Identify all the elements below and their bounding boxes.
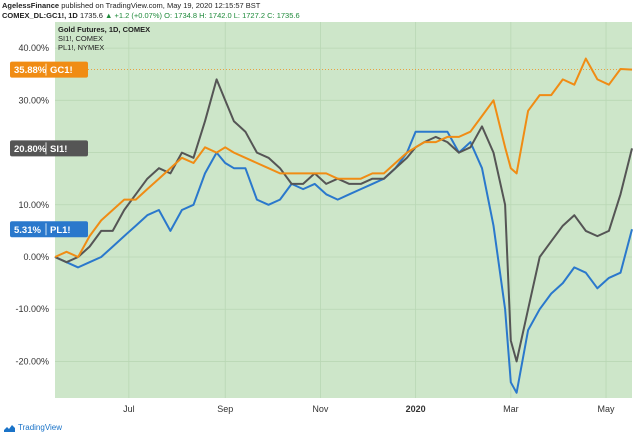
platinum-value-badge[interactable]: 5.31% PL1! [10,221,88,238]
legend-title: Gold Futures, 1D, COMEX [58,25,150,34]
y-tick-label: 30.00% [18,95,49,105]
x-tick-label: May [598,404,616,414]
tradingview-logo-icon [4,424,15,432]
publish-info: published on TradingView.com, May 19, 20… [61,1,261,10]
gold-value-badge[interactable]: 35.88% GC1! [10,61,88,78]
badge-percent: 35.88% [14,65,47,76]
legend-platinum: PL1!, NYMEX [58,43,104,52]
x-tick-label: Sep [217,404,233,414]
platinum-series-line[interactable] [54,130,633,394]
y-tick-label: -10.00% [15,304,49,314]
badge-percent: 5.31% [14,225,41,236]
tradingview-brand[interactable]: TradingView [18,423,63,432]
badge-background [10,140,88,157]
badge-background [10,61,88,78]
symbol-name[interactable]: COMEX_DL:GC1!, 1D [2,11,78,20]
x-tick-label: Jul [123,404,135,414]
price-change: ▲ +1.2 (+0.07%) [104,11,163,20]
silver-value-badge[interactable]: 20.80% SI1! [10,140,88,157]
y-tick-label: 0.00% [23,252,49,262]
symbol-line: COMEX_DL:GC1!, 1D 1735.6 ▲ +1.2 (+0.07%)… [2,11,300,21]
ohlc-values: O: 1734.8 H: 1742.0 L: 1727.2 C: 1735.6 [164,11,300,20]
badge-percent: 20.80% [14,144,47,155]
badge-symbol: SI1! [50,144,67,155]
badge-symbol: GC1! [50,65,73,76]
plot-background [55,22,632,398]
gold-series-line[interactable] [54,57,633,258]
badge-background [10,221,88,238]
x-tick-label: 2020 [406,404,426,414]
badge-symbol: PL1! [50,225,71,236]
y-tick-label: 10.00% [18,200,49,210]
publish-line: AgelessFinance published on TradingView.… [2,1,260,11]
x-tick-label: Mar [503,404,519,414]
footer: TradingView [4,423,62,432]
y-tick-label: 40.00% [18,43,49,53]
last-price: 1735.6 [79,11,103,20]
silver-series-line[interactable] [54,78,633,363]
x-tick-label: Nov [312,404,329,414]
author-name[interactable]: AgelessFinance [2,1,60,10]
y-tick-label: -20.00% [15,356,49,366]
legend-silver: SI1!, COMEX [58,34,103,43]
